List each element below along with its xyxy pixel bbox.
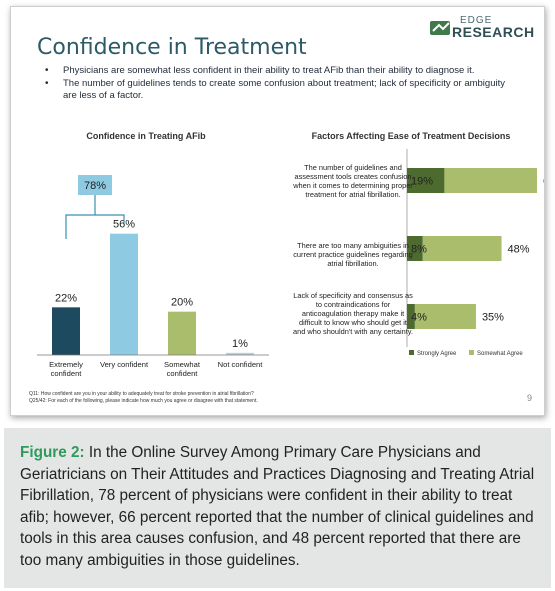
bullet-item: • Physicians are somewhat less confident …	[41, 65, 511, 77]
charts-canvas: 22% 56% 20% 1% Extremely confident Very confid…	[37, 149, 545, 378]
total-value-label: 66%	[543, 176, 545, 188]
right-chart-title: Factors Affecting Ease of Treatment Deci…	[311, 131, 511, 141]
legend-swatch-strong	[409, 350, 414, 355]
page-number: 9	[526, 393, 532, 403]
bar-value-label: 20%	[171, 297, 193, 309]
footnotes: Q11: How confident are you in your abili…	[29, 391, 258, 404]
category-label: Extremely confident	[49, 360, 83, 378]
bar-value-label: 56%	[113, 219, 135, 231]
bullet-dot-icon: •	[45, 65, 49, 76]
footnote: Q25/42: For each of the following, pleas…	[29, 397, 258, 404]
bar-somewhat-3	[414, 304, 476, 329]
strong-value-label: 8%	[411, 244, 427, 256]
bullet-text: The number of guidelines tends to create…	[63, 78, 505, 101]
bar-3	[168, 311, 196, 355]
annotation-box	[78, 175, 112, 195]
edge-research-logo: EDGE RESEARCH	[426, 15, 536, 43]
bullet-text: Physicians are somewhat less confident i…	[63, 65, 475, 76]
logo-mark-shape	[430, 21, 450, 35]
bar-value-label: 22%	[55, 292, 77, 304]
strong-value-label: 4%	[411, 312, 427, 324]
bullet-item: • The number of guidelines tends to creat…	[41, 78, 511, 102]
category-label: Somewhat confident	[164, 360, 201, 378]
bar-strong-1	[407, 168, 445, 193]
legend-label: Strongly Agree	[417, 351, 457, 357]
footnote: Q11: How confident are you in your abili…	[29, 391, 254, 397]
left-chart-title: Confidence in Treating AFib	[86, 131, 206, 141]
figure-caption: Figure 2: In the Online Survey Among Pri…	[4, 428, 551, 588]
bar-4	[226, 352, 254, 355]
logo-mark-line	[432, 22, 450, 32]
slide: EDGE RESEARCH Confidence in Treatment • P…	[10, 6, 545, 416]
logo-mark-icon	[430, 21, 450, 35]
bar-somewhat-1	[444, 168, 537, 193]
right-category-label: There are too many ambiguities in curren…	[293, 241, 413, 268]
strong-value-label: 19%	[411, 176, 433, 188]
legend-label: Somewhat Agree	[477, 351, 523, 357]
logo-bottom-text: RESEARCH	[452, 24, 535, 40]
caption-label: Figure 2:	[20, 444, 85, 461]
bar-somewhat-2	[422, 236, 502, 261]
logo-top-text: EDGE	[460, 15, 493, 26]
category-label: Very confident	[100, 360, 149, 369]
total-value-label: 35%	[482, 312, 504, 324]
legend-swatch-somewhat	[469, 350, 474, 355]
bullet-list: • Physicians are somewhat less confident …	[41, 65, 511, 103]
annotation-label: 78%	[84, 180, 106, 192]
bar-value-label: 1%	[232, 338, 248, 350]
category-label: Not confident	[218, 360, 264, 369]
right-category-label: The number of guidelines and assessment …	[293, 163, 413, 199]
bar-strong-2	[407, 236, 423, 261]
bar-strong-3	[407, 304, 415, 329]
total-value-label: 48%	[508, 244, 530, 256]
right-category-label: Lack of specificity and consensus as to …	[293, 291, 414, 336]
bar-2	[110, 233, 138, 355]
bar-1	[52, 307, 80, 355]
bullet-dot-icon: •	[45, 78, 49, 89]
caption-text: In the Online Survey Among Primary Care …	[20, 444, 535, 569]
slide-title: Confidence in Treatment	[37, 35, 307, 60]
